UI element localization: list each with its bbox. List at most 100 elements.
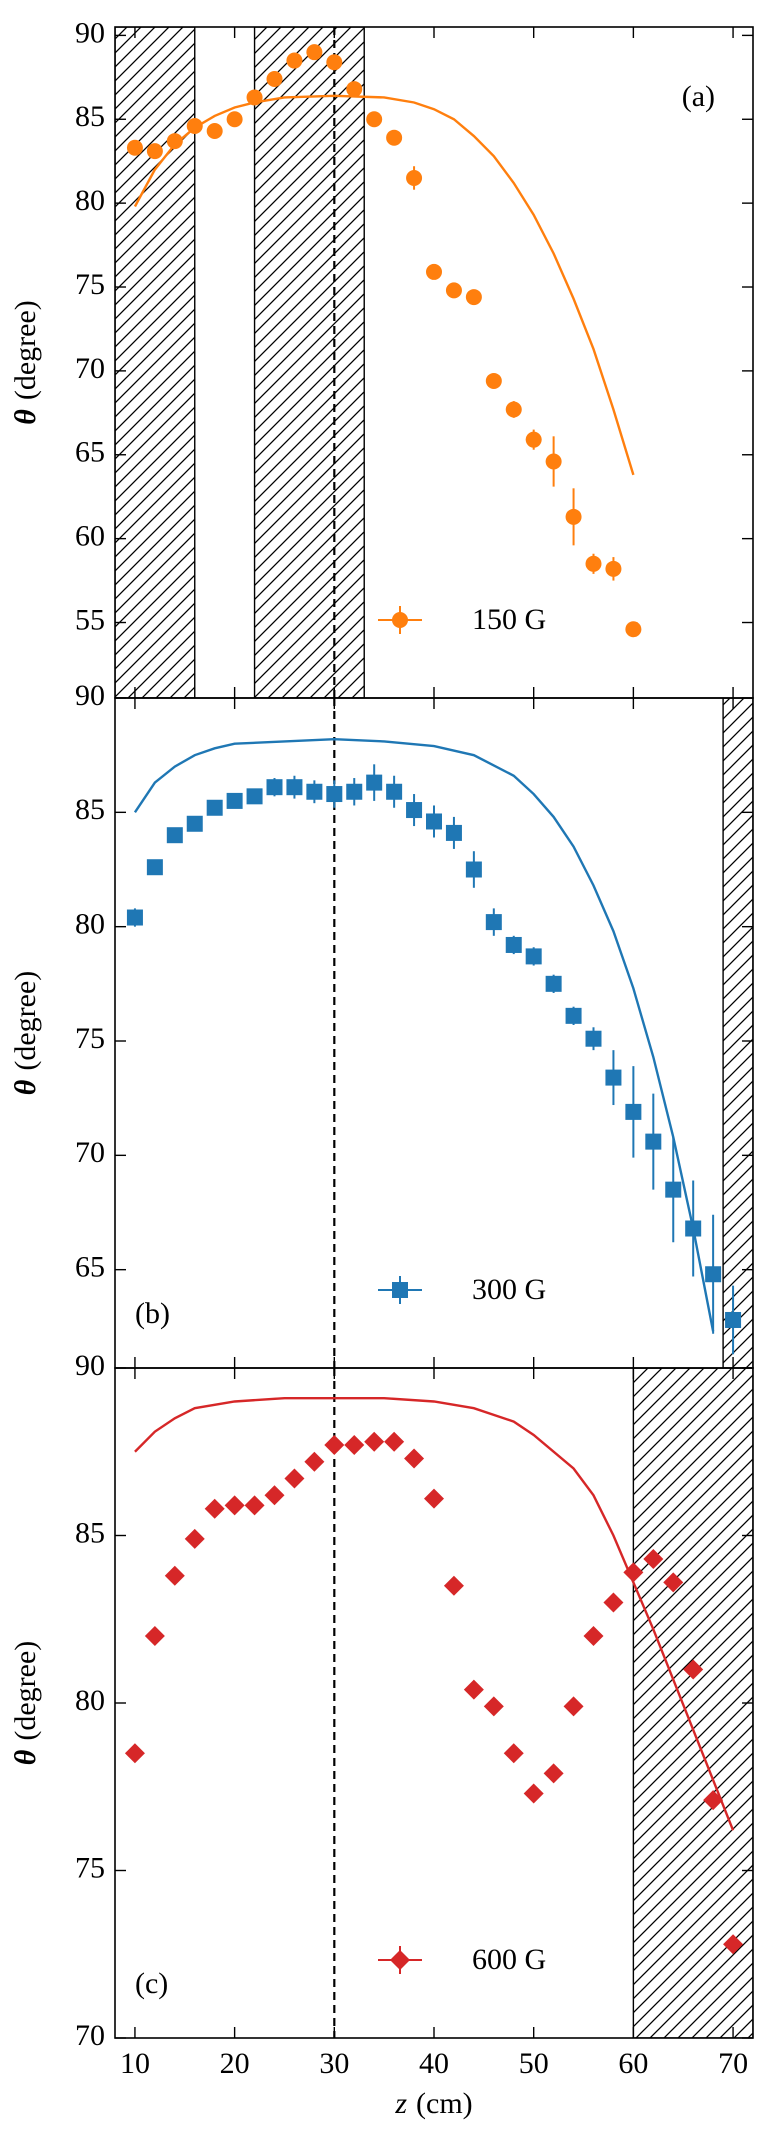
marker xyxy=(545,975,562,992)
marker xyxy=(204,1498,225,1519)
x-label-symbol: z xyxy=(394,2087,407,2120)
marker xyxy=(384,1431,405,1452)
marker xyxy=(406,169,423,186)
y-label-symbol: θ xyxy=(9,1079,42,1095)
x-tick-label: 10 xyxy=(120,2047,150,2080)
y-label-unit: (degree) xyxy=(9,971,42,1071)
marker xyxy=(426,263,442,280)
marker xyxy=(286,779,303,796)
marker xyxy=(685,1220,702,1237)
marker xyxy=(585,1030,602,1047)
marker xyxy=(246,89,263,106)
y-axis-label: θ (degree) xyxy=(9,300,42,425)
y-label-unit: (degree) xyxy=(9,300,42,400)
marker xyxy=(166,133,183,150)
y-tick-label: 90 xyxy=(75,1349,105,1382)
panel-label: (b) xyxy=(135,1297,170,1330)
legend-label: 300 G xyxy=(472,1273,546,1306)
marker xyxy=(483,1696,504,1717)
x-axis-label: z (cm) xyxy=(394,2087,472,2120)
marker xyxy=(366,111,383,128)
y-label-unit: (degree) xyxy=(9,1641,42,1741)
marker xyxy=(346,81,363,98)
marker xyxy=(545,453,562,470)
marker xyxy=(625,621,642,638)
panel-label: (c) xyxy=(135,1967,168,2000)
marker xyxy=(284,1468,305,1489)
marker xyxy=(683,1659,704,1680)
marker xyxy=(605,560,622,577)
x-label-unit: (cm) xyxy=(416,2087,473,2120)
marker xyxy=(386,783,403,800)
y-tick-label: 70 xyxy=(75,1136,105,1169)
marker xyxy=(266,779,283,796)
x-tick-label: 20 xyxy=(220,2047,250,2080)
y-tick-label: 90 xyxy=(75,679,105,712)
marker xyxy=(623,1562,644,1583)
marker xyxy=(326,54,343,71)
marker xyxy=(344,1435,365,1456)
hatched-region xyxy=(632,1368,753,2038)
marker xyxy=(605,1069,622,1086)
marker xyxy=(306,783,323,800)
y-tick-label: 70 xyxy=(75,2019,105,2052)
x-tick-label: 70 xyxy=(718,2047,748,2080)
marker xyxy=(465,861,482,878)
y-tick-label: 85 xyxy=(75,100,105,133)
marker xyxy=(565,1007,582,1024)
plot-frame xyxy=(114,697,754,1369)
marker xyxy=(465,289,482,306)
marker xyxy=(264,1485,285,1506)
marker xyxy=(565,508,582,525)
marker xyxy=(366,774,383,791)
marker xyxy=(226,792,243,809)
y-tick-label: 65 xyxy=(75,436,105,469)
y-tick-label: 65 xyxy=(75,1251,105,1284)
panel xyxy=(124,1368,753,2038)
marker xyxy=(703,1790,724,1811)
y-tick-label: 80 xyxy=(75,1684,105,1717)
marker xyxy=(206,123,223,140)
marker xyxy=(505,401,522,418)
marker xyxy=(124,1743,145,1764)
fit-line xyxy=(133,94,635,476)
y-tick-label: 75 xyxy=(75,268,105,301)
panel xyxy=(126,698,753,1368)
marker xyxy=(286,52,303,69)
marker xyxy=(485,914,502,931)
y-tick-label: 60 xyxy=(75,520,105,553)
marker xyxy=(525,431,542,448)
marker xyxy=(166,827,183,844)
marker xyxy=(304,1451,325,1472)
marker xyxy=(645,1133,662,1150)
marker xyxy=(443,1575,464,1596)
marker xyxy=(485,372,502,389)
marker xyxy=(525,948,542,965)
y-tick-label: 90 xyxy=(75,16,105,49)
x-tick-label: 30 xyxy=(319,2047,349,2080)
marker xyxy=(186,117,203,134)
y-tick-label: 75 xyxy=(75,1851,105,1884)
marker xyxy=(244,1495,265,1516)
y-tick-label: 80 xyxy=(75,908,105,941)
marker xyxy=(392,1282,408,1298)
marker xyxy=(126,139,143,156)
fit-line xyxy=(134,1396,735,1831)
marker xyxy=(705,1266,722,1283)
marker xyxy=(206,799,223,816)
marker xyxy=(164,1565,185,1586)
marker xyxy=(424,1488,444,1509)
marker xyxy=(144,1626,165,1646)
marker xyxy=(364,1431,385,1452)
marker xyxy=(603,1592,624,1613)
marker xyxy=(523,1783,544,1804)
marker xyxy=(585,555,602,572)
marker xyxy=(226,111,243,128)
marker xyxy=(505,936,522,953)
legend-label: 150 G xyxy=(472,603,546,636)
y-tick-label: 80 xyxy=(75,184,105,217)
marker xyxy=(643,1548,664,1569)
marker xyxy=(246,788,263,805)
panel-label: (a) xyxy=(682,80,715,113)
